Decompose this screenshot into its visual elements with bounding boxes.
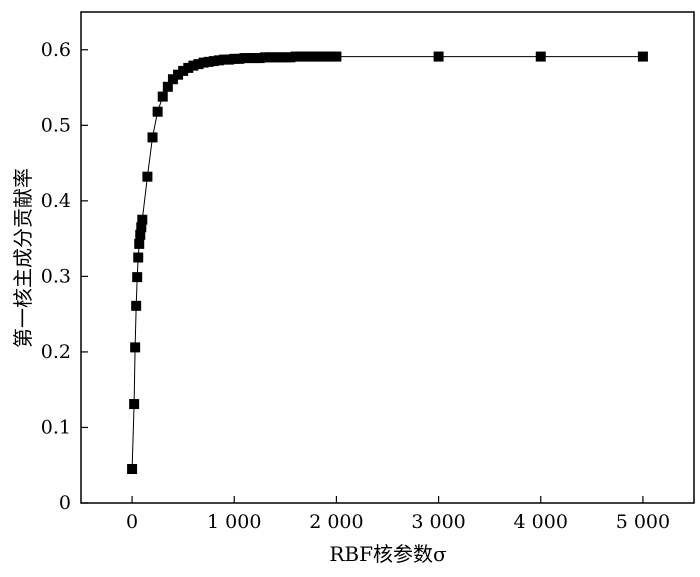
y-axis: 0 0.1 0.2 0.3 0.4 0.5 0.6 [41,39,88,514]
data-series [127,51,648,475]
data-point-marker [142,171,153,182]
data-point-marker [208,56,219,67]
data-point-marker [244,53,255,64]
data-point-marker [167,74,178,85]
data-point-marker [134,238,145,249]
data-point-marker [331,51,342,62]
data-point-marker [305,51,316,62]
y-tick-label: 0.3 [41,265,71,287]
y-tick-label: 0.1 [41,416,71,438]
data-point-marker [295,51,306,62]
data-point-marker [132,272,143,283]
x-tick-label: 1 000 [207,511,261,533]
data-point-marker [203,56,214,67]
data-point-marker [310,51,321,62]
y-tick-label: 0.4 [41,190,71,212]
x-tick-label: 4 000 [514,511,568,533]
data-point-marker [270,52,281,63]
data-point-marker [637,51,648,62]
x-tick-label: 3 000 [411,511,465,533]
data-point-marker [136,222,147,233]
data-point-marker [254,53,265,64]
data-point-marker [130,342,141,353]
data-point-marker [321,51,332,62]
data-point-marker [162,81,173,92]
data-point-marker [326,51,337,62]
x-tick-label: 5 000 [616,511,670,533]
data-point-marker [193,59,204,70]
x-tick-label: 0 [126,511,138,533]
y-tick-label: 0 [59,492,71,514]
data-point-marker [285,52,296,63]
data-point-marker [433,51,444,62]
data-point-marker [157,91,168,102]
x-axis: 0 1 000 2 000 3 000 4 000 5 000 [126,496,670,533]
data-point-marker [188,60,199,71]
data-point-marker [224,54,235,65]
data-point-marker [535,51,546,62]
data-point-marker [234,53,245,64]
y-axis-label: 第一核主成分贡献率 [11,168,35,348]
data-point-marker [265,52,276,63]
y-tick-label: 0.6 [41,39,71,61]
data-point-marker [275,52,286,63]
series-line [131,56,643,470]
data-point-marker [198,57,209,68]
data-point-marker [229,53,240,64]
data-point-marker [213,55,224,66]
data-point-marker [173,69,184,80]
data-point-marker [131,300,142,311]
data-point-marker [147,132,158,143]
data-point-marker [178,65,189,76]
data-point-marker [152,106,163,117]
data-point-marker [137,214,148,225]
y-tick-label: 0.2 [41,341,71,363]
data-point-marker [219,54,230,65]
data-point-marker [280,52,291,63]
data-point-marker [300,51,311,62]
data-point-marker [135,229,146,240]
data-point-marker [316,51,327,62]
data-point-marker [129,399,140,410]
x-axis-label: RBF核参数σ [329,542,447,566]
data-point-marker [133,252,144,263]
data-point-marker [249,53,260,64]
data-point-marker [290,51,301,62]
data-point-marker [239,53,250,64]
plot-frame [80,11,695,504]
y-tick-label: 0.5 [41,114,71,136]
x-tick-label: 2 000 [309,511,363,533]
data-point-marker [127,464,138,475]
data-point-marker [259,52,270,63]
data-point-marker [183,62,194,73]
